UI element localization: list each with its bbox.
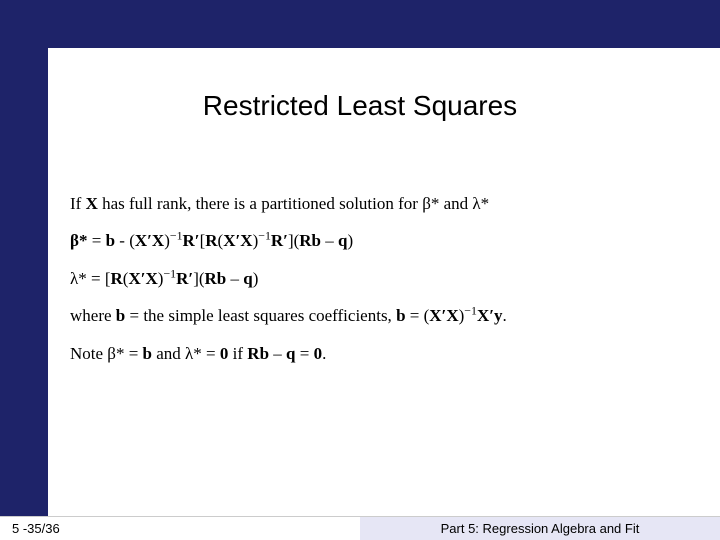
text: X [86,194,98,213]
text: ]( [288,231,299,250]
text: = [87,231,105,250]
text: X′X [128,269,157,288]
text: −1 [258,229,271,243]
text: X′X [223,231,252,250]
footer-section-title: Part 5: Regression Algebra and Fit [360,516,720,540]
text: = ( [406,306,430,325]
text: if [228,344,247,363]
text: R′ [176,269,193,288]
text: λ* [70,269,87,288]
text: X′X [135,231,164,250]
text: = [ [87,269,111,288]
text: R [111,269,123,288]
text: . [322,344,326,363]
text: R′ [183,231,200,250]
slide-body: If X has full rank, there is a partition… [70,185,690,372]
left-accent-bar [0,0,48,516]
text: X′X [429,306,458,325]
text: has full rank, there is a partitioned so… [98,194,489,213]
text: ]( [193,269,204,288]
text: R [205,231,217,250]
text: and λ* = [152,344,220,363]
text: b [116,306,125,325]
body-line-3: λ* = [R(X′X)−1R′](Rb – q) [70,260,690,297]
text: – [321,231,338,250]
text: Rb [205,269,227,288]
text: −1 [464,304,477,318]
text: X′y [477,306,503,325]
body-line-5: Note β* = b and λ* = 0 if Rb – q = 0. [70,335,690,372]
text: b [143,344,152,363]
body-line-1: If X has full rank, there is a partition… [70,185,690,222]
text: Note β* = [70,344,143,363]
text: −1 [170,229,183,243]
text: where [70,306,116,325]
text: β* [70,231,87,250]
text: b [106,231,115,250]
text: ) [253,269,259,288]
text: q [286,344,295,363]
text: - ( [115,231,135,250]
footer-page-number: 5 -35/36 [0,516,360,540]
text: −1 [163,266,176,280]
text: = [296,344,314,363]
text: Rb [299,231,321,250]
text: – [269,344,286,363]
text: q [243,269,252,288]
text: If [70,194,86,213]
body-line-2: β* = b - (X′X)−1R′[R(X′X)−1R′](Rb – q) [70,222,690,259]
text: – [226,269,243,288]
text: ) [347,231,353,250]
text: = the simple least squares coefficients, [125,306,396,325]
slide-title: Restricted Least Squares [0,90,720,122]
top-accent-bar [0,0,720,48]
text: . [503,306,507,325]
text: b [396,306,405,325]
text: Rb [247,344,269,363]
body-line-4: where b = the simple least squares coeff… [70,297,690,334]
text: 0 [314,344,323,363]
footer: 5 -35/36 Part 5: Regression Algebra and … [0,516,720,540]
text: R′ [271,231,288,250]
